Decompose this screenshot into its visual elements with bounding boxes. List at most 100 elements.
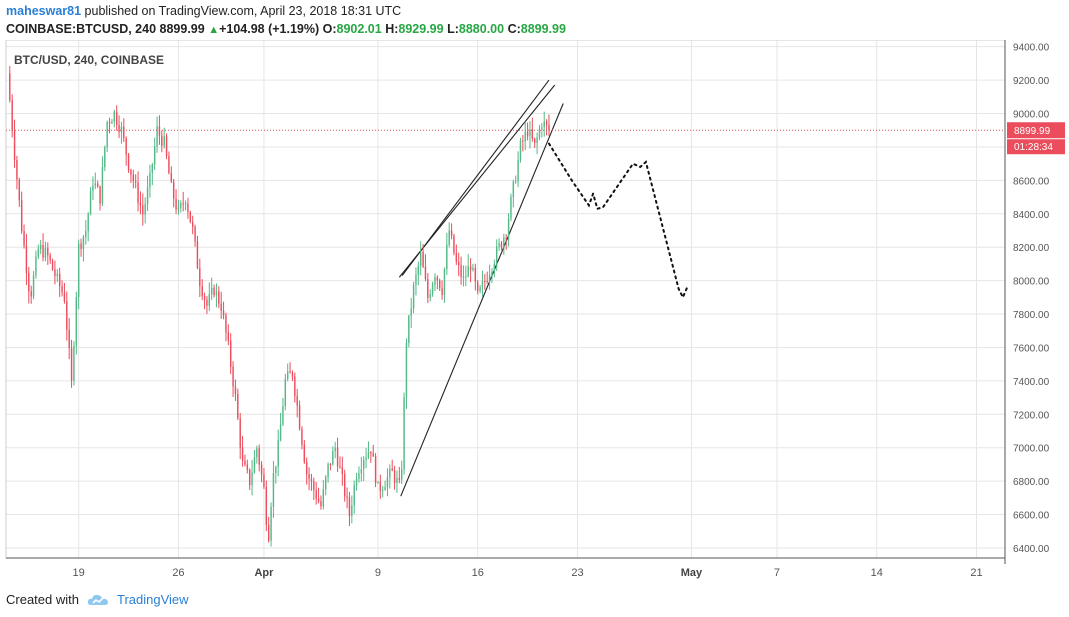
- candle-body: [481, 280, 484, 288]
- candle-down: [18, 177, 21, 207]
- candle-body: [298, 405, 301, 429]
- candle-up: [282, 397, 284, 426]
- candle-body: [256, 448, 258, 458]
- candle-down: [23, 224, 25, 249]
- candle-body: [163, 136, 165, 146]
- candle-down: [161, 130, 163, 153]
- candle-body: [353, 485, 355, 506]
- price-change: +104.98 (+1.19%): [219, 22, 320, 36]
- candle-body: [177, 207, 180, 210]
- candle-down: [500, 241, 503, 251]
- candle-down: [54, 260, 56, 285]
- candle-body: [218, 291, 220, 304]
- candle-down: [305, 457, 308, 485]
- up-arrow-icon: ▲: [208, 24, 220, 36]
- candle-body: [134, 181, 137, 183]
- candle-body: [82, 236, 85, 250]
- candle-body: [379, 481, 382, 491]
- candle-body: [443, 269, 446, 296]
- candle-body: [267, 524, 270, 541]
- candle-up: [149, 164, 151, 198]
- candle-body: [317, 498, 320, 502]
- candle-down: [239, 412, 241, 460]
- x-tick-label: 16: [472, 567, 484, 579]
- candle-down: [486, 271, 488, 284]
- candle-body: [453, 235, 455, 254]
- candle-body: [251, 472, 253, 485]
- y-tick-label: 7000.00: [1013, 444, 1050, 455]
- candle-down: [315, 481, 317, 505]
- candle-body: [381, 489, 384, 491]
- candle-body: [203, 296, 206, 300]
- candle-down: [70, 339, 73, 388]
- candle-body: [491, 271, 493, 275]
- candle-body: [305, 461, 308, 475]
- candle-body: [111, 121, 113, 124]
- candle-up: [32, 271, 35, 300]
- x-tick-label: 26: [172, 567, 184, 579]
- candle-down: [61, 280, 63, 297]
- candle-down: [11, 94, 13, 138]
- candle-up: [536, 132, 538, 155]
- candle-body: [201, 286, 203, 297]
- candle-body: [42, 244, 44, 258]
- tradingview-link[interactable]: TradingView: [116, 592, 189, 607]
- candle-body: [362, 459, 365, 470]
- candle-up: [386, 468, 389, 497]
- candle-down: [134, 174, 137, 189]
- candle-body: [132, 174, 135, 182]
- candle-body: [253, 457, 256, 473]
- candle-body: [308, 474, 310, 479]
- candle-up: [56, 269, 59, 282]
- author-link[interactable]: maheswar81: [6, 4, 82, 18]
- y-tick-label: 7800.00: [1013, 310, 1050, 321]
- candle-down: [308, 467, 310, 491]
- candle-body: [232, 366, 234, 387]
- candle-down: [246, 459, 249, 474]
- candle-body: [370, 452, 372, 454]
- candle-body: [206, 299, 208, 306]
- candle-body: [156, 126, 158, 147]
- candle-down: [341, 456, 344, 486]
- candle-body: [35, 256, 37, 276]
- candle-body: [96, 183, 99, 187]
- candle-down: [522, 134, 524, 152]
- candle-body: [358, 473, 360, 479]
- candle-body: [536, 137, 538, 144]
- candle-body: [9, 73, 11, 101]
- candle-down: [267, 516, 270, 543]
- x-tick-label: Apr: [254, 567, 274, 579]
- candle-up: [431, 281, 434, 297]
- candle-down: [220, 291, 222, 319]
- published-text: published on TradingView.com, April 23, …: [84, 4, 402, 18]
- candle-up: [184, 200, 187, 211]
- candle-body: [500, 243, 503, 248]
- candle-up: [156, 116, 158, 153]
- candle-down: [108, 117, 111, 134]
- candle-down: [225, 312, 227, 342]
- candle-down: [229, 333, 232, 375]
- candle-up: [353, 480, 355, 514]
- y-tick-label: 7200.00: [1013, 410, 1050, 421]
- candle-up: [358, 466, 360, 483]
- candle-body: [142, 205, 144, 215]
- candle-body: [144, 203, 146, 215]
- candle-up: [389, 464, 391, 489]
- price-chart[interactable]: 9400.009200.009000.008800.008600.008400.…: [0, 39, 1069, 580]
- candle-body: [184, 203, 187, 205]
- candle-body: [529, 129, 531, 137]
- candle-down: [534, 137, 536, 148]
- chart-area[interactable]: 9400.009200.009000.008800.008600.008400.…: [0, 39, 1069, 580]
- candle-down: [47, 242, 49, 265]
- candle-down: [436, 275, 439, 290]
- candle-body: [196, 241, 199, 269]
- candle-body: [30, 291, 32, 297]
- candle-body: [365, 457, 367, 460]
- candle-body: [493, 264, 496, 272]
- candle-up: [419, 241, 422, 276]
- candle-body: [270, 506, 272, 541]
- candle-body: [13, 130, 16, 160]
- y-tick-label: 8600.00: [1013, 176, 1050, 187]
- candle-down: [51, 258, 54, 271]
- candle-body: [275, 466, 277, 474]
